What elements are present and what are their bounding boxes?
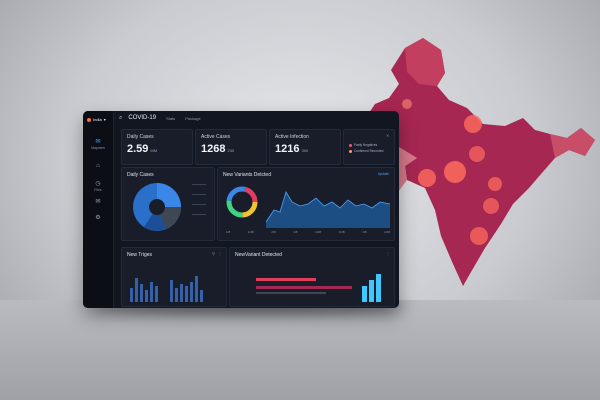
more-icon[interactable]: ⋮ (386, 251, 390, 256)
variant-bars[interactable] (256, 274, 352, 298)
hotspot-marker (444, 161, 466, 183)
legend-card: ✕ Partly Negatives Confirmed Recorded (343, 129, 395, 165)
tab-package[interactable]: Package (185, 115, 201, 121)
hotspot-marker (483, 198, 499, 214)
stat-card-active-cases[interactable]: Active Cases 1268 230 (195, 129, 267, 165)
hotspot-marker (488, 177, 502, 191)
update-button[interactable]: Update (377, 172, 389, 176)
axis-tick-label: 1/48 (247, 230, 254, 234)
hotspot-marker (469, 146, 485, 162)
stat-value: 1268 230 (201, 143, 235, 155)
brand-name: India (93, 117, 102, 122)
daily-cases-panel: Daily Cases (121, 167, 215, 241)
more-icon[interactable]: ⋮ (218, 251, 222, 256)
india-map-outline (367, 38, 595, 286)
axis-tick-label: 1/8 (226, 230, 231, 234)
floor-backdrop (0, 300, 600, 400)
axis-tick-label: 1/48 (384, 230, 390, 234)
triages-bar-chart[interactable] (128, 268, 220, 302)
settings-icon: ⚙ (95, 215, 101, 221)
axis-tick-label: 1/8 (362, 230, 367, 234)
stat-card-active-infection[interactable]: Active Infection 1216 300 (269, 129, 341, 165)
new-variants-panel: New Variants Detcted Update 1/8 1/48 2/8 1/… (217, 167, 395, 241)
new-triages-panel: New Triges ⚲ ⋮ (121, 247, 227, 307)
stat-value: 2.59 MM (127, 143, 158, 155)
mail-icon: ✉ (95, 199, 101, 205)
axis-tick-label: 2/8 (271, 230, 276, 234)
variant-mini-bars[interactable] (360, 270, 388, 302)
sidebar-item-settings[interactable]: ⚙ (86, 215, 110, 222)
sidebar-item-files[interactable]: ◷ Files (86, 181, 110, 192)
search-icon[interactable]: ⌕ (119, 114, 123, 121)
sidebar-item-home[interactable]: ⌂ (86, 163, 110, 170)
stat-label: Daily Cases (127, 134, 154, 140)
donut-chart[interactable] (224, 184, 260, 220)
stat-label: Active Cases (201, 134, 231, 140)
legend-item: Confirmed Recorded (349, 149, 383, 153)
sidebar-item-messages[interactable]: ✉ (86, 199, 110, 206)
dashboard-window: India ▾ ✉ Mapview ⌂ ◷ Files ✉ ⚙ ⌕ COVID-… (83, 111, 399, 308)
area-chart-x-axis: 1/8 1/48 2/8 1/8 1/48 1/48 1/8 1/48 (226, 230, 390, 235)
tab-stats[interactable]: Stats (166, 115, 176, 121)
axis-tick-label: 1/48 (315, 230, 322, 234)
hotspot-marker (470, 227, 488, 245)
brand-logo[interactable]: India ▾ (87, 117, 106, 122)
stat-label: Active Infection (275, 134, 309, 140)
legend-swatch (349, 143, 352, 147)
top-bar: ⌕ COVID-19 Stats Package (113, 111, 399, 125)
clock-icon: ◷ (95, 181, 101, 187)
mail-icon: ✉ (95, 139, 101, 145)
sidebar: India ▾ ✉ Mapview ⌂ ◷ Files ✉ ⚙ (83, 111, 114, 308)
panel-title: NewVariant Detected (235, 252, 282, 258)
page-title: COVID-19 (128, 115, 157, 121)
india-map-north-region (405, 38, 445, 86)
sidebar-item-label: Files (94, 188, 102, 192)
axis-tick-label: 1/8 (293, 230, 298, 234)
chevron-down-icon: ▾ (103, 117, 106, 122)
legend-swatch (349, 149, 352, 153)
panel-title: Daily Cases (127, 172, 154, 178)
variants-area-chart[interactable] (266, 182, 390, 228)
brand-dot-icon (87, 117, 91, 122)
hotspot-marker (464, 115, 482, 133)
sidebar-item-mapview[interactable]: ✉ Mapview (86, 139, 110, 150)
sidebar-item-label: Mapview (91, 146, 105, 150)
panel-title: New Variants Detcted (223, 172, 271, 178)
axis-tick-label: 1/48 (338, 230, 345, 234)
india-map-northeast-region (550, 128, 595, 158)
hotspot-marker (402, 99, 412, 109)
home-icon: ⌂ (96, 163, 100, 169)
panel-title: New Triges (127, 252, 153, 258)
hotspot-marker (418, 169, 436, 187)
legend-item: Partly Negatives (349, 143, 377, 147)
stat-value: 1216 300 (275, 143, 309, 155)
close-icon[interactable]: ✕ (386, 133, 390, 138)
filter-icon[interactable]: ⚲ (212, 251, 215, 256)
stat-card-daily-cases[interactable]: Daily Cases 2.59 MM (121, 129, 193, 165)
variant-detected-panel: NewVariant Detected ⋮ (229, 247, 395, 307)
pie-chart[interactable] (130, 180, 184, 234)
